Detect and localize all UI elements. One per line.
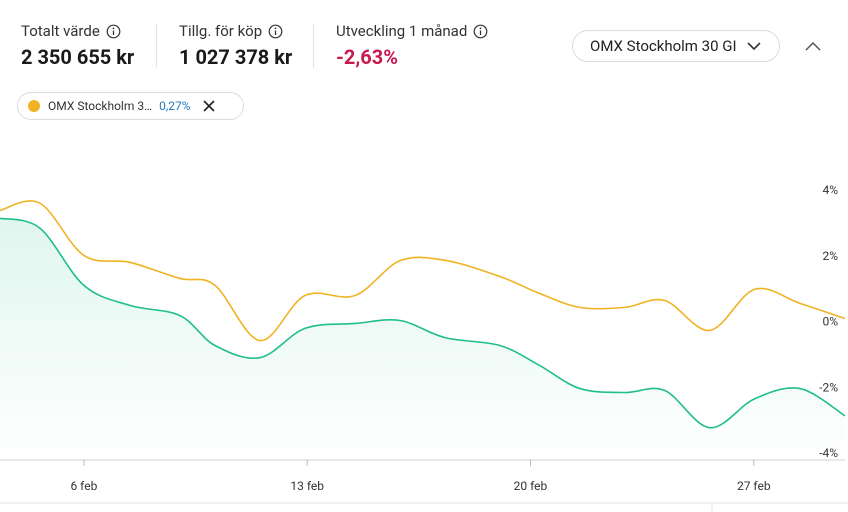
stat-development: Utveckling 1 månad -2,63% xyxy=(336,22,488,69)
area-fill xyxy=(0,218,845,460)
x-tick-label: 27 feb xyxy=(737,479,771,493)
remove-button[interactable] xyxy=(202,99,216,113)
series-line xyxy=(0,217,846,429)
x-tick-label: 13 feb xyxy=(290,479,324,493)
legend-dot xyxy=(28,100,40,112)
info-icon[interactable] xyxy=(268,24,283,39)
info-icon[interactable] xyxy=(473,24,488,39)
y-tick-label: -2% xyxy=(819,380,838,394)
series-line xyxy=(0,200,846,342)
separator xyxy=(313,24,314,68)
stat-label: Tillg. för köp xyxy=(179,22,263,40)
dropdown-label: OMX Stockholm 30 GI xyxy=(590,37,737,55)
stat-value: -2,63% xyxy=(336,45,399,69)
info-icon[interactable] xyxy=(106,24,121,39)
x-tick-label: 6 feb xyxy=(70,479,97,493)
stat-value: 2 350 655 kr xyxy=(21,45,135,69)
stat-label: Totalt värde xyxy=(21,22,100,40)
stat-label: Utveckling 1 månad xyxy=(336,22,468,40)
y-tick-label: 4% xyxy=(822,183,838,197)
y-tick-label: 2% xyxy=(822,249,838,263)
index-dropdown[interactable]: OMX Stockholm 30 GI xyxy=(572,30,780,62)
stat-value: 1 027 378 kr xyxy=(179,45,293,69)
legend-chip: OMX Stockholm 3… 0,27% xyxy=(17,92,244,120)
chip-label: OMX Stockholm 3… xyxy=(48,99,153,113)
chevron-down xyxy=(746,42,761,51)
y-tick-label: 0% xyxy=(822,315,838,329)
collapse-button[interactable] xyxy=(804,40,822,52)
separator xyxy=(156,24,157,68)
chip-value: 0,27% xyxy=(159,99,191,113)
stat-total: Totalt värde 2 350 655 kr xyxy=(21,22,134,69)
x-tick-label: 20 feb xyxy=(514,479,548,493)
stat-available: Tillg. för köp 1 027 378 kr xyxy=(179,22,292,69)
